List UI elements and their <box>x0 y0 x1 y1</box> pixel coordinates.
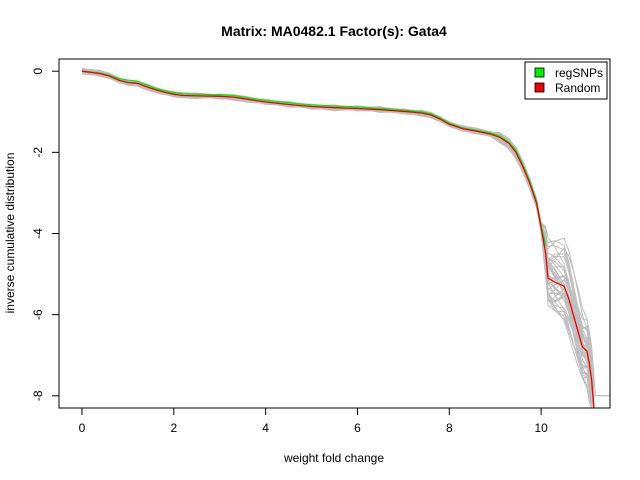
random-run-line <box>81 69 595 400</box>
chart-title: Matrix: MA0482.1 Factor(s): Gata4 <box>221 23 447 39</box>
x-tick-label: 10 <box>534 421 548 435</box>
legend-label-regsnps: regSNPs <box>555 66 603 80</box>
x-tick-label: 0 <box>79 421 86 435</box>
random-run-line <box>81 68 595 409</box>
legend: regSNPs Random <box>524 61 608 100</box>
random-run-line <box>81 70 595 409</box>
y-axis: 0 -2 -4 -6 -8 <box>31 68 60 401</box>
random-run-line <box>81 72 595 407</box>
x-axis-label: weight fold change <box>283 451 384 465</box>
random-run-line <box>82 69 595 409</box>
random-run-line <box>81 71 595 406</box>
random-run-line <box>81 71 595 387</box>
x-axis: 0 2 4 6 8 10 <box>79 407 548 435</box>
plot-frame <box>58 58 611 409</box>
random-run-line <box>81 71 595 399</box>
random-run-line <box>81 71 595 409</box>
series-line-random <box>81 70 595 409</box>
random-run-line <box>81 69 595 406</box>
random-run-line <box>81 68 595 409</box>
series-line-regsnps <box>81 70 547 246</box>
random-run-line <box>81 70 595 409</box>
random-run-line <box>82 72 595 394</box>
random-run-line <box>81 72 595 397</box>
random-run-line <box>82 69 595 409</box>
x-tick-label: 4 <box>262 421 269 435</box>
series-lines <box>81 70 595 409</box>
random-run-line <box>81 68 595 409</box>
x-tick-label: 8 <box>446 421 453 435</box>
random-run-line <box>81 71 595 409</box>
y-tick-label: -2 <box>31 147 45 158</box>
y-tick-label: -8 <box>31 390 45 401</box>
random-run-line <box>82 70 595 409</box>
random-run-line <box>81 69 595 409</box>
legend-swatch-random <box>534 82 545 93</box>
random-run-line <box>81 72 610 397</box>
y-axis-label: inverse cumulative distribution <box>3 153 17 314</box>
random-run-line <box>81 70 595 389</box>
random-run-line <box>81 68 595 409</box>
random-run-line <box>81 71 595 409</box>
random-run-line <box>81 70 595 409</box>
random-run-line <box>81 70 595 409</box>
random-run-line <box>81 69 595 409</box>
random-run-line <box>81 72 595 406</box>
random-run-line <box>81 68 594 409</box>
random-run-line <box>81 68 595 409</box>
y-tick-label: -4 <box>31 228 45 239</box>
background-random-lines <box>81 67 610 409</box>
y-tick-label: 0 <box>31 68 45 75</box>
y-tick-label: -6 <box>31 309 45 320</box>
random-run-line <box>81 73 595 383</box>
x-tick-label: 6 <box>354 421 361 435</box>
random-run-line <box>81 67 594 409</box>
random-run-line <box>82 69 595 409</box>
legend-swatch-regsnps <box>534 67 545 78</box>
random-run-line <box>81 70 595 409</box>
legend-label-random: Random <box>555 81 600 95</box>
random-run-line <box>81 68 594 409</box>
random-run-line <box>81 69 594 409</box>
x-tick-label: 2 <box>170 421 177 435</box>
random-run-line <box>81 70 595 396</box>
random-run-line <box>81 71 595 389</box>
random-run-line <box>81 68 595 409</box>
random-run-line <box>81 73 610 397</box>
random-run-line <box>81 69 595 404</box>
